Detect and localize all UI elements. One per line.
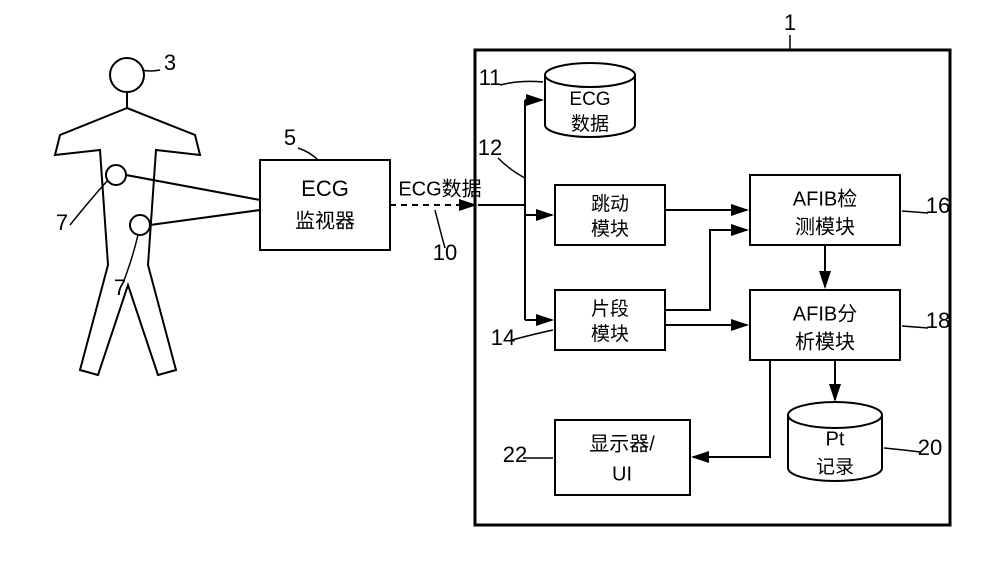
pt-record-cylinder: Pt 记录 <box>788 402 882 481</box>
ecg-data-label: ECG数据 <box>398 177 481 200</box>
ecg-data-cylinder: ECG 数据 <box>545 63 635 137</box>
svg-text:Pt: Pt <box>826 428 845 450</box>
edge-segment-to-detect <box>665 230 747 310</box>
svg-text:跳动: 跳动 <box>591 193 629 215</box>
ref-7b: 7 <box>114 275 126 300</box>
svg-text:模块: 模块 <box>591 323 629 345</box>
edge-analyze-to-display <box>693 360 770 457</box>
svg-text:模块: 模块 <box>591 218 629 240</box>
ref-1: 1 <box>784 10 796 35</box>
afib-detect-box: AFIB检 测模块 <box>750 175 900 245</box>
ecg-monitor-box: ECG 监视器 <box>260 160 390 250</box>
ref-12: 12 <box>478 135 502 160</box>
segment-module-box: 片段 模块 <box>555 290 665 350</box>
svg-text:析模块: 析模块 <box>795 330 855 353</box>
display-ui-box: 显示器/ UI <box>555 420 690 495</box>
ref-18: 18 <box>926 308 950 333</box>
electrode-wire <box>150 210 260 225</box>
diagram-canvas: ECG 监视器 ECG 数据 跳动 模块 片段 模块 AFIB检 测模块 AFI… <box>0 0 1000 576</box>
ref-10: 10 <box>433 240 457 265</box>
svg-text:UI: UI <box>612 463 632 485</box>
beat-module-box: 跳动 模块 <box>555 185 665 245</box>
svg-text:AFIB分: AFIB分 <box>793 302 857 325</box>
ref-20: 20 <box>918 435 942 460</box>
svg-text:记录: 记录 <box>816 456 854 478</box>
ref-3: 3 <box>164 50 176 75</box>
input-bus <box>478 100 552 320</box>
ref-22: 22 <box>503 442 527 467</box>
svg-text:ECG: ECG <box>301 176 349 201</box>
svg-text:ECG: ECG <box>569 89 610 110</box>
electrode-wire <box>126 175 260 200</box>
svg-text:数据: 数据 <box>571 113 609 135</box>
ref-5: 5 <box>284 125 296 150</box>
ref-16: 16 <box>926 193 950 218</box>
svg-text:监视器: 监视器 <box>295 209 355 232</box>
system-boundary <box>475 50 950 525</box>
svg-text:显示器/: 显示器/ <box>589 433 655 455</box>
afib-analyze-box: AFIB分 析模块 <box>750 290 900 360</box>
ref-7a: 7 <box>56 210 68 235</box>
ref-14: 14 <box>491 325 515 350</box>
leader-lines <box>70 35 928 458</box>
ref-11: 11 <box>479 65 502 90</box>
svg-text:测模块: 测模块 <box>795 215 855 238</box>
svg-text:AFIB检: AFIB检 <box>793 187 857 210</box>
svg-text:片段: 片段 <box>591 298 629 320</box>
